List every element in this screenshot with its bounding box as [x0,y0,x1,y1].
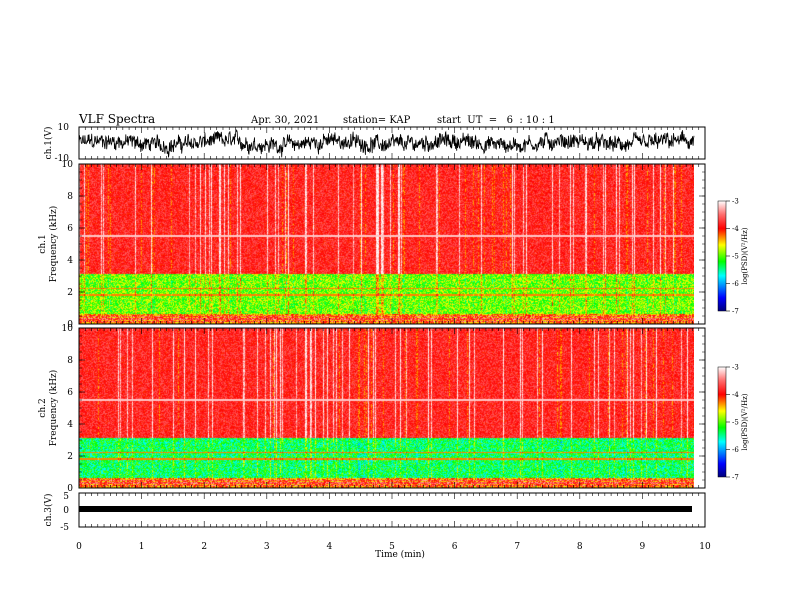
ch3-waveform-xticks [78,493,706,527]
colorbar-tick-label: -3 [732,364,739,372]
ch1-spectrogram-yticks: 0 2 4 6 8 10 [62,160,705,330]
ytick-label: 4 [67,420,73,430]
ch2-spectrogram-ylabel-channel: ch.2 [38,398,48,417]
ch2-spectrogram-heatmap [79,328,694,488]
time-axis-tick-label: 0 [76,542,82,552]
start-time-label: start UT = 6 : 10 : 1 [437,115,555,126]
ytick-label: 2 [67,288,73,298]
time-axis-tick-label: 5 [389,542,395,552]
ch1-colorbar [717,200,727,312]
ch1-spectrogram-heatmap [79,164,694,324]
time-axis-tick-label: 2 [201,542,207,552]
colorbar-tick-label: -5 [732,253,739,261]
ch2-spectrogram-xticks [78,328,706,488]
colorbar-tick-label: -3 [732,198,739,206]
time-axis-tick-label: 6 [452,542,458,552]
colorbar-tick-label: -6 [732,446,739,454]
ch1-colorbar-ticks: -3 -4 -5 -6 -7 [726,198,739,316]
ch1-ytick-bottom: -10 [55,154,70,164]
ytick-label: 8 [67,356,73,366]
colorbar-tick-label: -4 [732,391,739,399]
ch1-spectrogram-ylabel-channel: ch.1 [38,234,48,253]
ytick-label: 8 [67,192,73,202]
colorbar-tick-label: -6 [732,280,739,288]
ch3-ytick-middle: 0 [63,506,69,516]
ch2-colorbar-ticks: -3 -4 -5 -6 -7 [726,364,739,482]
ch1-ylabel: ch.1(V) [43,127,54,160]
ch3-ylabel: ch.3(V) [43,494,54,527]
ch1-ytick-top: 10 [58,123,70,133]
time-axis-tick-label: 4 [327,542,333,552]
ytick-label: 10 [62,160,74,170]
ytick-label: 6 [67,388,73,398]
time-axis-tick-labels: 0 1 2 3 4 5 6 7 8 9 10 [76,542,711,552]
ch1-waveform-xticks [78,127,706,159]
ch3-waveform-trace [79,506,692,512]
ch1-spectrogram-xticks [78,164,706,324]
ch1-waveform-panel: 10 -10 ch.1(V) [43,123,706,164]
ch2-spectrogram-yticks: 0 2 4 6 8 10 [62,324,705,494]
ch1-spectrogram-ylabel-frequency: Frequency (kHz) [48,206,59,283]
ch1-colorbar-label: log(PSD)(V²/Hz) [741,227,749,284]
ch3-ytick-top: 5 [63,492,69,502]
time-axis-tick-label: 9 [640,542,646,552]
time-axis-tick-label: 10 [699,542,711,552]
ch1-waveform-trace [78,128,695,158]
ch2-colorbar-label: log(PSD)(V²/Hz) [741,393,749,450]
ch2-spectrogram-ylabel-frequency: Frequency (kHz) [48,370,59,447]
ytick-label: 0 [67,320,73,330]
time-axis-tick-label: 8 [577,542,583,552]
station-label: station= KAP [343,115,411,126]
ytick-label: 0 [67,484,73,494]
time-axis-tick-label: 7 [514,542,520,552]
time-axis-label: Time (min) [375,549,425,560]
figure-title: VLF Spectra [78,112,155,126]
colorbar-tick-label: -7 [732,474,739,482]
date-label: Apr. 30, 2021 [250,115,319,126]
ytick-label: 6 [67,224,73,234]
ytick-label: 2 [67,452,73,462]
colorbar-tick-label: -5 [732,419,739,427]
time-axis-tick-label: 3 [264,542,270,552]
ch3-waveform-panel: 5 0 -5 ch.3(V) [43,492,706,533]
ch3-ytick-bottom: -5 [60,523,69,533]
ch2-colorbar [717,366,727,478]
time-axis-tick-label: 1 [139,542,145,552]
ytick-label: 4 [67,256,73,266]
colorbar-tick-label: -7 [732,308,739,316]
colorbar-tick-label: -4 [732,225,739,233]
ytick-label: 10 [62,324,74,334]
